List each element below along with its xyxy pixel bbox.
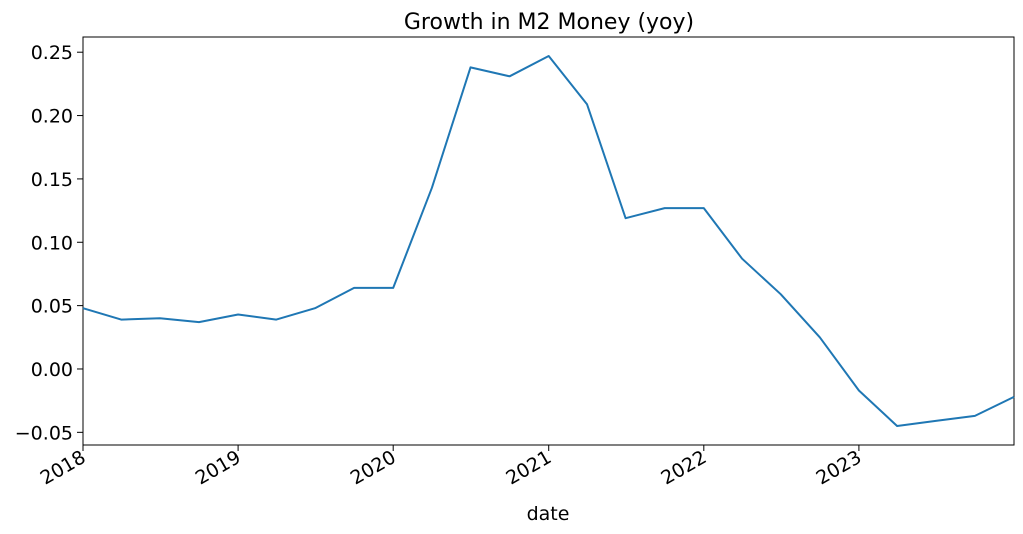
- x-axis: 2018 2019 2020 2021 2022 2023: [37, 445, 866, 490]
- y-tick-label: 0.25: [31, 42, 73, 64]
- y-tick-label: 0.10: [31, 232, 73, 254]
- y-tick-label: 0.15: [31, 169, 73, 191]
- series-line: [82, 55, 1015, 427]
- y-axis: 0.25 0.20 0.15 0.10 0.05 0.00 −0.05: [15, 42, 83, 444]
- x-tick-label: 2022: [657, 446, 710, 489]
- x-tick-label: 2018: [37, 446, 90, 489]
- x-tick-label: 2021: [502, 446, 555, 489]
- plot-frame: [82, 36, 1015, 446]
- y-tick-label: 0.05: [31, 296, 73, 318]
- y-tick-label: 0.20: [31, 106, 73, 128]
- y-tick-label: −0.05: [15, 422, 73, 444]
- x-axis-label: date: [527, 503, 570, 525]
- x-tick-label: 2019: [192, 446, 245, 489]
- series-group: [82, 55, 1015, 427]
- x-tick-label: 2020: [347, 446, 400, 489]
- chart-title: Growth in M2 Money (yoy): [404, 10, 694, 35]
- x-tick-label: 2023: [813, 446, 866, 489]
- y-tick-label: 0.00: [31, 359, 73, 381]
